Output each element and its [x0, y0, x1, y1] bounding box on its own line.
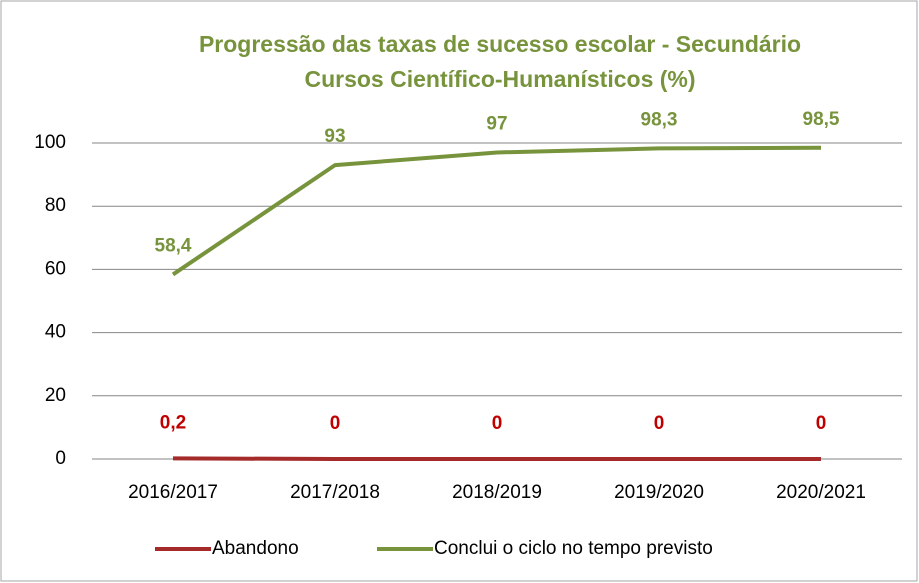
series-line	[172, 456, 821, 461]
x-tick-label: 2018/2019	[452, 482, 542, 503]
data-label: 58,4	[155, 235, 192, 256]
x-tick-label: 2020/2021	[776, 482, 866, 503]
data-label: 98,3	[641, 109, 678, 130]
x-tick-label: 2016/2017	[128, 482, 218, 503]
data-label: 97	[486, 113, 507, 134]
chart-title: Progressão das taxas de sucesso escolar …	[199, 31, 801, 57]
data-label: 0	[492, 413, 503, 434]
y-tick-label: 100	[34, 132, 66, 153]
x-tick-label: 2019/2020	[614, 482, 704, 503]
legend-label: Conclui o ciclo no tempo previsto	[434, 538, 713, 559]
data-label: 0	[330, 413, 341, 434]
y-tick-label: 80	[45, 195, 66, 216]
data-label: 98,5	[803, 109, 840, 130]
data-label: 0,2	[160, 412, 186, 433]
y-tick-label: 60	[45, 258, 66, 279]
legend-label: Abandono	[212, 538, 299, 559]
data-label: 0	[816, 413, 827, 434]
data-label: 0	[654, 413, 665, 434]
chart-title: Cursos Científico-Humanísticos (%)	[304, 66, 695, 92]
data-label: 93	[324, 126, 345, 147]
x-tick-label: 2017/2018	[290, 482, 380, 503]
y-tick-label: 40	[45, 322, 66, 343]
series-line	[171, 145, 822, 277]
y-tick-label: 20	[45, 385, 66, 406]
y-tick-label: 0	[55, 448, 66, 469]
